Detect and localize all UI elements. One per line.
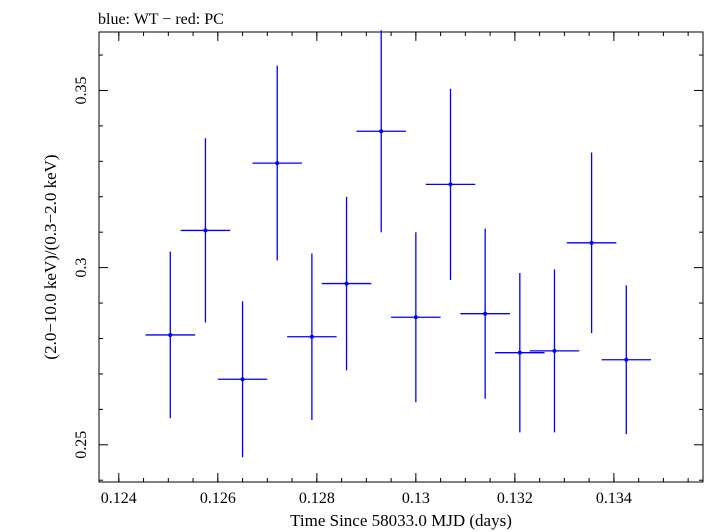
x-tick-label: 0.128 xyxy=(299,490,335,507)
data-marker xyxy=(240,377,245,382)
data-marker xyxy=(275,161,280,166)
y-tick-label: 0.3 xyxy=(73,258,90,278)
data-marker xyxy=(589,240,594,245)
data-series xyxy=(145,30,652,458)
x-tick-label: 0.126 xyxy=(200,490,236,507)
y-axis: 0.25 0.3 0.35 xyxy=(73,54,703,481)
y-tick-label: 0.25 xyxy=(73,431,90,459)
data-point xyxy=(391,232,441,403)
x-tick-label: 0.134 xyxy=(596,490,632,507)
y-axis-label: (2.0−10.0 keV)/(0.3−2.0 keV) xyxy=(41,154,60,359)
data-point xyxy=(425,88,476,281)
data-point xyxy=(601,285,652,435)
data-marker xyxy=(168,332,173,337)
x-tick-label: 0.124 xyxy=(101,490,137,507)
data-marker xyxy=(379,129,384,134)
data-point xyxy=(566,152,617,334)
x-tick-label: 0.132 xyxy=(497,490,533,507)
data-point xyxy=(180,138,231,323)
data-marker xyxy=(203,228,208,233)
data-marker xyxy=(448,182,453,187)
chart-title: blue: WT − red: PC xyxy=(98,11,224,28)
data-point xyxy=(529,269,580,433)
data-point xyxy=(217,301,268,458)
data-point xyxy=(356,30,406,233)
data-point xyxy=(495,272,545,433)
data-point xyxy=(321,196,372,371)
data-marker xyxy=(309,334,314,339)
data-point xyxy=(145,251,196,419)
data-marker xyxy=(344,281,349,286)
data-point xyxy=(252,65,302,261)
data-point xyxy=(460,228,510,399)
x-axis: 0.124 0.126 0.128 0.13 0.132 0.134 xyxy=(101,32,689,507)
data-point xyxy=(287,253,337,420)
data-marker xyxy=(517,350,522,355)
data-marker xyxy=(624,357,629,362)
data-marker xyxy=(413,315,418,320)
x-tick-label: 0.13 xyxy=(402,490,430,507)
x-axis-label: Time Since 58033.0 MJD (days) xyxy=(290,511,512,530)
plot-frame xyxy=(98,31,704,483)
data-marker xyxy=(552,348,557,353)
y-tick-label: 0.35 xyxy=(73,76,90,104)
data-marker xyxy=(483,311,488,316)
